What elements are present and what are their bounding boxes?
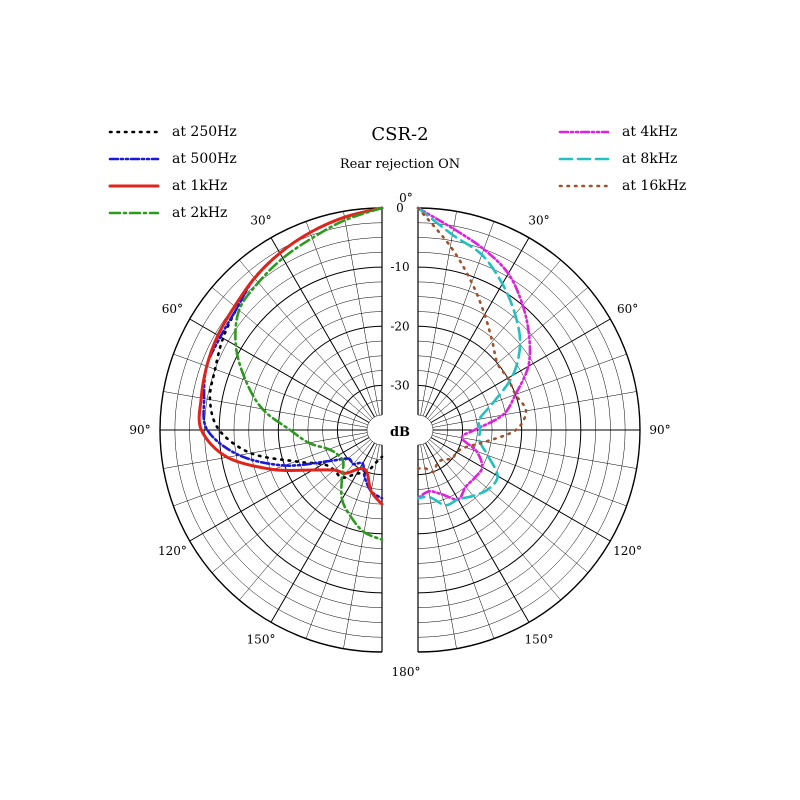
chart-subtitle: Rear rejection ON — [340, 157, 460, 172]
angle-tick-label: 150° — [525, 633, 554, 647]
grid-spoke — [163, 432, 368, 469]
grid-spoke — [425, 442, 530, 623]
grid-spoke — [432, 432, 637, 469]
angle-tick-label: 0° — [399, 191, 413, 205]
legend-label: at 2kHz — [172, 205, 227, 221]
angle-tick-label: 150° — [247, 633, 276, 647]
db-tick-label: -30 — [390, 378, 409, 392]
series-line-at-8khz — [416, 206, 522, 507]
angle-tick-label: 60° — [162, 302, 183, 316]
right-polar-grid — [417, 207, 641, 653]
legend-label: at 250Hz — [172, 124, 237, 140]
db-tick-label: -10 — [390, 260, 409, 274]
polar-curves — [197, 206, 532, 541]
grid-spoke — [239, 441, 373, 601]
grid-spoke — [163, 391, 368, 428]
series-line-at-4khz — [416, 206, 532, 501]
grid-spoke — [430, 318, 611, 423]
grid-spoke — [427, 259, 561, 419]
grid-spoke — [239, 259, 373, 419]
left-polar-grid — [159, 207, 383, 653]
grid-spoke — [270, 237, 375, 418]
angle-tick-labels: 0° 30° 30° 60° 60° 90° 90° 120° 120° 150° 150° 180° — [129, 191, 670, 679]
db-tick-label: -20 — [390, 319, 409, 333]
grid-spoke — [429, 439, 589, 573]
grid-spoke — [422, 444, 495, 639]
angle-tick-label: 30° — [250, 213, 271, 227]
grid-spoke — [429, 287, 589, 421]
grid-spoke — [420, 444, 457, 649]
legend-label: at 1kHz — [172, 178, 227, 194]
grid-spoke — [420, 211, 457, 416]
grid-spoke — [305, 221, 378, 416]
angle-tick-label: 120° — [158, 544, 187, 558]
legend-label: at 8kHz — [622, 151, 677, 167]
db-tick-labels: 0 -10 -20 -30 — [390, 201, 409, 392]
grid-ring — [366, 414, 383, 446]
grid-ring — [417, 414, 434, 446]
angle-tick-label: 120° — [613, 544, 642, 558]
grid-spoke — [425, 237, 530, 418]
series-line-at-2khz — [234, 206, 384, 541]
legend-label: at 500Hz — [172, 151, 237, 167]
angle-tick-label: 60° — [617, 302, 638, 316]
chart-title: CSR-2 — [371, 124, 428, 145]
angle-tick-label: 180° — [392, 665, 421, 679]
legend-label: at 16kHz — [622, 178, 686, 194]
angle-tick-label: 90° — [649, 423, 670, 437]
grid-spoke — [432, 391, 637, 428]
grid-spoke — [343, 211, 380, 416]
grid-spoke — [343, 444, 380, 649]
legend-label: at 4kHz — [622, 124, 677, 140]
grid-spoke — [430, 437, 611, 542]
grid-spoke — [427, 441, 561, 601]
db-tick-label: 0 — [396, 201, 404, 215]
series-line-at-1khz — [197, 206, 384, 506]
grid-spoke — [432, 353, 627, 426]
legend-left: at 250Hz at 500Hz at 1kHz at 2kHz — [108, 124, 237, 221]
legend-right: at 4kHz at 8kHz at 16kHz — [558, 124, 686, 194]
series-line-at-16khz — [416, 206, 528, 474]
angle-tick-label: 90° — [129, 423, 150, 437]
db-center-label: dB — [390, 425, 410, 440]
angle-tick-label: 30° — [528, 213, 549, 227]
